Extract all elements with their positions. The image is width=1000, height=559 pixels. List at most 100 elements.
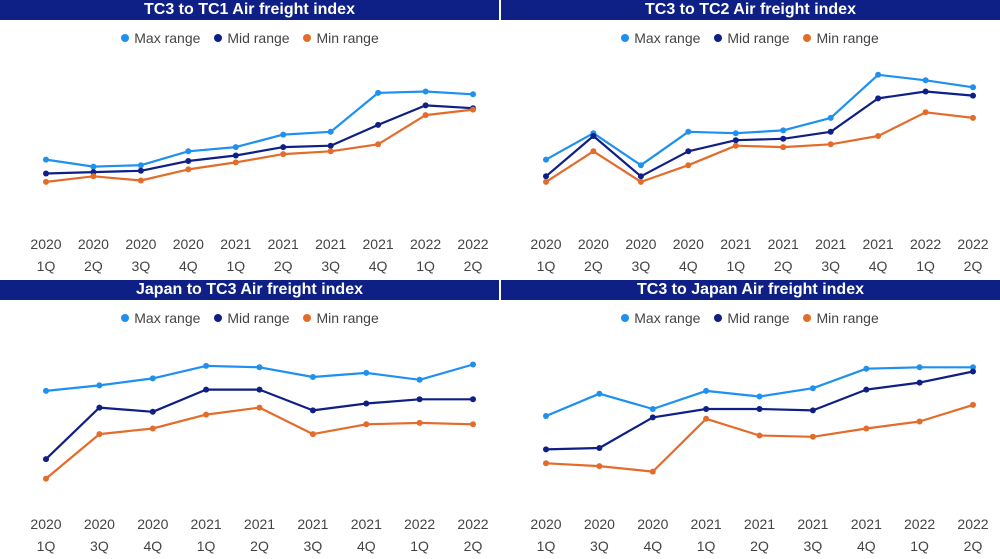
data-point-max[interactable] <box>922 77 929 84</box>
data-point-max[interactable] <box>596 390 603 397</box>
legend-item-mid[interactable]: Mid range <box>214 30 290 46</box>
data-point-mid[interactable] <box>90 169 97 176</box>
data-point-min[interactable] <box>596 463 603 470</box>
data-point-mid[interactable] <box>416 396 423 403</box>
legend-item-max[interactable]: Max range <box>621 30 700 46</box>
data-point-max[interactable] <box>780 127 787 134</box>
data-point-mid[interactable] <box>256 386 263 393</box>
data-point-min[interactable] <box>970 114 976 121</box>
data-point-min[interactable] <box>470 421 476 428</box>
data-point-mid[interactable] <box>756 406 763 412</box>
data-point-max[interactable] <box>703 387 710 394</box>
data-point-min[interactable] <box>685 162 692 169</box>
data-point-mid[interactable] <box>827 128 834 135</box>
data-point-mid[interactable] <box>916 379 923 386</box>
data-point-mid[interactable] <box>137 167 144 174</box>
data-point-max[interactable] <box>916 364 923 371</box>
legend-item-max[interactable]: Max range <box>121 30 200 46</box>
data-point-max[interactable] <box>543 156 549 163</box>
legend-item-min[interactable]: Min range <box>803 310 879 326</box>
data-point-mid[interactable] <box>970 368 976 375</box>
data-point-max[interactable] <box>543 413 549 419</box>
data-point-mid[interactable] <box>863 386 870 393</box>
data-point-max[interactable] <box>649 406 656 412</box>
data-point-max[interactable] <box>809 385 816 392</box>
data-point-max[interactable] <box>363 369 370 376</box>
data-point-min[interactable] <box>780 144 787 151</box>
legend-item-max[interactable]: Max range <box>621 310 700 326</box>
data-point-min[interactable] <box>149 425 156 432</box>
data-point-mid[interactable] <box>543 173 549 180</box>
data-point-mid[interactable] <box>232 152 239 159</box>
data-point-min[interactable] <box>649 468 656 475</box>
data-point-max[interactable] <box>470 91 476 98</box>
data-point-min[interactable] <box>922 109 929 116</box>
data-point-min[interactable] <box>185 166 192 173</box>
data-point-min[interactable] <box>809 433 816 440</box>
data-point-mid[interactable] <box>780 135 787 142</box>
data-point-min[interactable] <box>43 475 49 482</box>
data-point-mid[interactable] <box>96 404 103 411</box>
data-point-min[interactable] <box>543 178 549 185</box>
data-point-min[interactable] <box>637 178 644 185</box>
data-point-mid[interactable] <box>280 144 287 151</box>
data-point-min[interactable] <box>732 142 739 149</box>
data-point-max[interactable] <box>185 148 192 155</box>
data-point-max[interactable] <box>232 144 239 151</box>
data-point-min[interactable] <box>375 141 382 148</box>
data-point-mid[interactable] <box>309 407 316 414</box>
data-point-max[interactable] <box>970 364 976 371</box>
data-point-min[interactable] <box>422 112 429 119</box>
data-point-min[interactable] <box>96 431 103 438</box>
legend-item-mid[interactable]: Mid range <box>214 310 290 326</box>
data-point-min[interactable] <box>863 425 870 432</box>
data-point-max[interactable] <box>90 163 97 170</box>
legend-item-mid[interactable]: Mid range <box>714 30 790 46</box>
data-point-min[interactable] <box>363 421 370 428</box>
data-point-max[interactable] <box>43 387 49 394</box>
data-point-mid[interactable] <box>590 133 597 139</box>
data-point-max[interactable] <box>256 364 263 371</box>
data-point-max[interactable] <box>827 114 834 121</box>
data-point-max[interactable] <box>416 376 423 383</box>
data-point-mid[interactable] <box>185 158 192 164</box>
data-point-min[interactable] <box>280 151 287 158</box>
data-point-mid[interactable] <box>637 173 644 180</box>
data-point-min[interactable] <box>875 133 882 139</box>
data-point-max[interactable] <box>970 84 976 91</box>
data-point-min[interactable] <box>309 431 316 438</box>
data-point-min[interactable] <box>703 415 710 422</box>
data-point-min[interactable] <box>827 141 834 148</box>
data-point-max[interactable] <box>875 71 882 78</box>
data-point-max[interactable] <box>327 128 334 135</box>
data-point-max[interactable] <box>422 88 429 95</box>
data-point-mid[interactable] <box>43 170 49 177</box>
data-point-mid[interactable] <box>732 137 739 144</box>
data-point-max[interactable] <box>137 162 144 169</box>
data-point-min[interactable] <box>590 148 597 155</box>
data-point-mid[interactable] <box>703 406 710 412</box>
data-point-max[interactable] <box>96 382 103 389</box>
data-point-mid[interactable] <box>922 88 929 95</box>
data-point-min[interactable] <box>43 178 49 185</box>
legend-item-min[interactable]: Min range <box>303 30 379 46</box>
data-point-max[interactable] <box>732 130 739 137</box>
data-point-max[interactable] <box>149 375 156 382</box>
legend-item-mid[interactable]: Mid range <box>714 310 790 326</box>
legend-item-min[interactable]: Min range <box>803 30 879 46</box>
data-point-mid[interactable] <box>970 92 976 99</box>
data-point-mid[interactable] <box>470 396 476 403</box>
data-point-mid[interactable] <box>649 414 656 421</box>
data-point-min[interactable] <box>756 432 763 439</box>
data-point-min[interactable] <box>916 418 923 425</box>
data-point-min[interactable] <box>543 460 549 467</box>
data-point-mid[interactable] <box>375 121 382 128</box>
data-point-max[interactable] <box>43 156 49 163</box>
data-point-mid[interactable] <box>543 446 549 453</box>
data-point-mid[interactable] <box>149 408 156 415</box>
data-point-mid[interactable] <box>203 386 210 393</box>
data-point-min[interactable] <box>90 173 97 180</box>
data-point-max[interactable] <box>375 89 382 96</box>
data-point-min[interactable] <box>203 411 210 418</box>
data-point-max[interactable] <box>863 365 870 372</box>
